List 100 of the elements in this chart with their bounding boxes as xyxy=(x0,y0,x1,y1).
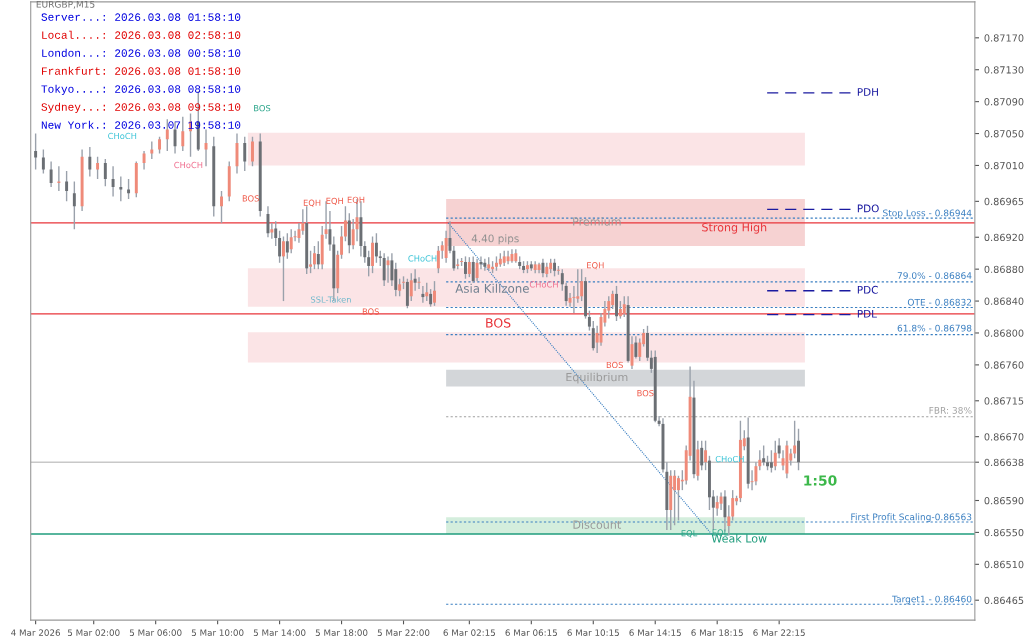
candlestick xyxy=(405,278,409,309)
candlestick xyxy=(374,232,378,264)
candlestick xyxy=(797,428,800,471)
chart-title: EURGBP,M15 xyxy=(36,0,95,9)
y-tick-label: 0.86760 xyxy=(984,361,1024,369)
annotation: BOS xyxy=(606,361,623,369)
candlestick xyxy=(673,469,677,526)
candlestick xyxy=(584,276,587,320)
candlestick xyxy=(181,116,185,152)
candlestick xyxy=(367,250,371,278)
ref-line-label: PDL xyxy=(857,309,877,318)
candlestick xyxy=(711,489,715,531)
candlestick xyxy=(646,325,649,362)
y-tick-label: 0.86550 xyxy=(984,528,1024,537)
candlestick xyxy=(282,235,285,302)
candlestick xyxy=(421,285,425,304)
y-tick-label: 0.86670 xyxy=(984,433,1024,441)
candlestick xyxy=(49,160,53,188)
annotation: SSL-Taken xyxy=(310,296,351,303)
candlestick xyxy=(587,309,591,332)
x-tick-label: 6 Mar 22:15 xyxy=(753,629,805,636)
candlestick xyxy=(572,285,576,314)
ref-line-label: PDO xyxy=(857,204,879,213)
candlestick xyxy=(475,258,479,282)
ref-line-label: PDC xyxy=(857,285,878,294)
candlestick xyxy=(340,225,344,260)
candlestick xyxy=(591,320,595,352)
annotation: FBR: 38% xyxy=(929,406,972,414)
candlestick xyxy=(409,272,413,302)
candlestick xyxy=(390,252,394,287)
annotation: 61.8% - 0.86798 xyxy=(897,324,972,332)
candlestick xyxy=(371,235,375,274)
candlestick xyxy=(707,455,711,511)
candlestick xyxy=(343,205,347,242)
annotation: BOS xyxy=(254,104,271,112)
annotation: Server...: 2026.03.08 01:58:10 xyxy=(41,13,241,21)
annotation: London...: 2026.03.08 00:58:10 xyxy=(42,48,241,57)
candlestick xyxy=(158,136,162,155)
annotation: CHoCH xyxy=(108,132,137,140)
annotation: CHoCH xyxy=(529,281,558,288)
candlestick xyxy=(96,155,100,180)
candlestick xyxy=(715,495,719,517)
annotation: BOS xyxy=(486,318,511,328)
candlestick xyxy=(580,268,584,302)
annotation: BOS xyxy=(637,390,654,397)
x-tick-label: 5 Mar 06:00 xyxy=(129,629,182,636)
candlestick xyxy=(289,228,293,254)
candlestick xyxy=(436,245,440,274)
candlestick xyxy=(57,165,61,192)
candlestick xyxy=(704,439,708,471)
y-tick-label: 0.86920 xyxy=(984,233,1024,242)
candlestick xyxy=(793,420,797,459)
candlestick xyxy=(220,190,223,224)
annotation: CHoCH xyxy=(174,161,203,169)
y-tick-label: 0.86590 xyxy=(984,496,1024,505)
candlestick xyxy=(297,222,301,244)
candlestick xyxy=(402,275,405,290)
candlestick xyxy=(127,178,131,200)
candlestick xyxy=(270,222,274,240)
y-tick-label: 0.86638 xyxy=(984,458,1024,467)
y-tick-label: 0.86715 xyxy=(984,397,1024,405)
annotation: Frankfurt: 2026.03.08 01:58:10 xyxy=(42,66,241,75)
y-tick-label: 0.86510 xyxy=(984,560,1024,569)
x-tick-label: 5 Mar 14:00 xyxy=(253,629,306,636)
candlestick xyxy=(111,165,115,198)
candlestick xyxy=(762,444,766,467)
candlestick xyxy=(316,240,320,270)
ref-line-label: OTE - 0.86832 xyxy=(907,298,972,306)
band-label: Discount xyxy=(573,520,621,529)
candlestick xyxy=(425,282,429,302)
annotation: EQH xyxy=(347,196,365,204)
y-tick-label: 0.87090 xyxy=(984,98,1024,106)
ref-line-label: First Profit Scaling-0.86563 xyxy=(851,513,972,523)
band-label: Equilibrium xyxy=(566,372,628,384)
x-tick-label: 4 Mar 2026 xyxy=(11,629,61,636)
candlestick xyxy=(72,180,76,230)
x-tick-label: 5 Mar 10:00 xyxy=(191,629,244,636)
candlestick xyxy=(65,170,69,203)
candlestick xyxy=(494,255,498,272)
x-tick-label: 6 Mar 10:15 xyxy=(567,629,619,636)
candlestick xyxy=(34,132,38,171)
annotation: Local....: 2026.03.08 02:58:10 xyxy=(42,30,241,39)
x-tick-label: 5 Mar 02:00 xyxy=(67,629,120,636)
y-tick-label: 0.86840 xyxy=(984,297,1024,305)
annotation: Tokyo....: 2026.03.08 08:58:10 xyxy=(41,84,241,96)
x-tick-label: 6 Mar 14:15 xyxy=(629,629,681,636)
ref-line-label: PDH xyxy=(857,88,878,96)
y-tick-label: 0.87010 xyxy=(984,161,1024,170)
y-tick-label: 0.86965 xyxy=(984,197,1024,206)
candlestick xyxy=(382,252,386,287)
candlestick xyxy=(278,230,282,264)
candlestick xyxy=(467,256,471,278)
y-tick-label: 0.86880 xyxy=(984,265,1024,273)
candlestick xyxy=(483,258,487,272)
ref-line-label: Target1 - 0.86460 xyxy=(891,595,972,605)
x-tick-label: 6 Mar 18:15 xyxy=(691,629,743,636)
candlestick xyxy=(677,475,680,522)
y-tick-label: 0.87130 xyxy=(984,66,1024,74)
annotation: 4.40 pips xyxy=(471,234,519,245)
candlestick xyxy=(142,150,146,171)
